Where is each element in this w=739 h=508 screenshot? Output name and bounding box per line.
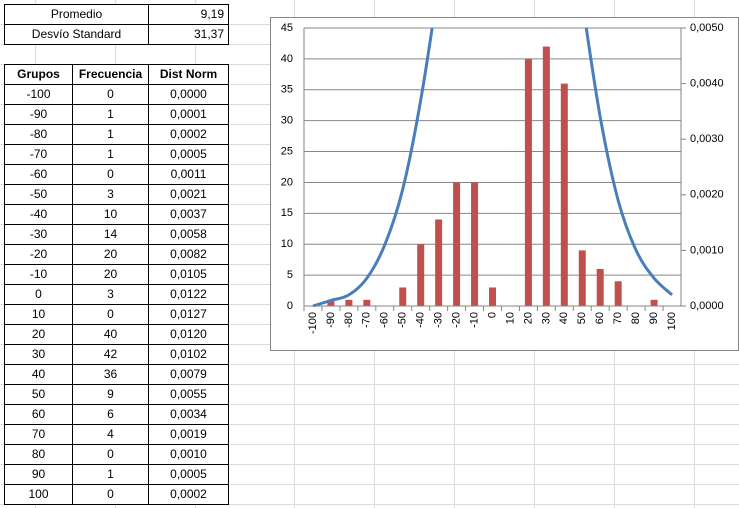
y-tick-label: 10	[281, 238, 293, 250]
group-cell: 70	[4, 424, 73, 445]
bar	[345, 299, 353, 306]
bar	[650, 299, 658, 306]
x-tick-label: 20	[522, 312, 534, 324]
y-tick-label: 35	[281, 84, 293, 96]
group-cell: 50	[4, 384, 73, 405]
x-tick-label: 10	[504, 312, 516, 324]
dist-cell: 0,0055	[148, 384, 229, 405]
x-tick-label: -10	[468, 312, 480, 328]
x-tick-label: 100	[666, 312, 678, 330]
bar	[614, 281, 622, 306]
chart-area	[270, 17, 739, 351]
dist-cell: 0,0037	[148, 204, 229, 225]
x-tick-label: -40	[415, 312, 427, 328]
frequency-cell: 0	[72, 484, 149, 505]
group-cell: -30	[4, 224, 73, 245]
y-tick-label: 30	[281, 115, 293, 127]
y2-tick-label: 0,0000	[690, 300, 724, 312]
x-tick-label: -90	[325, 312, 337, 328]
y-tick-label: 25	[281, 145, 293, 157]
y-tick-label: 20	[281, 176, 293, 188]
dist-cell: 0,0002	[148, 484, 229, 505]
line	[312, 28, 674, 307]
y2-tick-label: 0,0020	[690, 189, 724, 201]
x-tick-label: -20	[451, 312, 463, 328]
summary-label: Desvío Standard	[4, 24, 149, 45]
x-tick-label: -100	[307, 312, 319, 334]
y-tick-label: 40	[281, 53, 293, 65]
bar	[542, 46, 550, 307]
x-tick-label: 70	[612, 312, 624, 324]
y2-tick-label: 0,0030	[690, 133, 724, 145]
group-cell: 10	[4, 304, 73, 325]
y-tick-label: 0	[287, 300, 293, 312]
x-tick-label: 0	[486, 312, 498, 318]
bar	[471, 182, 479, 306]
x-tick-label: -30	[433, 312, 445, 328]
group-cell: 80	[4, 444, 73, 465]
x-tick-label: 90	[648, 312, 660, 324]
summary-value: 9,19	[148, 4, 229, 25]
bar	[489, 287, 496, 306]
bar	[435, 219, 443, 306]
bar	[560, 83, 568, 306]
dist-cell: 0,0002	[148, 124, 229, 145]
dist-cell: 0,0005	[148, 464, 229, 485]
y-tick-label: 15	[281, 207, 293, 219]
y2-tick-label: 0,0040	[690, 78, 724, 90]
dist-cell: 0,0011	[148, 164, 229, 185]
x-tick-label: -80	[343, 312, 355, 328]
bar	[327, 299, 335, 306]
dist-cell: 0,0019	[148, 424, 229, 445]
y-tick-label: 5	[287, 269, 293, 281]
x-tick-label: 60	[594, 312, 606, 324]
dist-cell: 0,0001	[148, 104, 229, 125]
dist-cell: 0,0005	[148, 144, 229, 165]
dist-cell: 0,0120	[148, 324, 229, 345]
x-tick-label: -70	[361, 312, 373, 328]
bar	[578, 250, 586, 306]
y-tick-label: 45	[281, 22, 293, 34]
bar	[399, 287, 407, 306]
y2-tick-label: 0,0010	[690, 244, 724, 256]
bar	[596, 268, 604, 306]
bar	[363, 299, 371, 306]
summary-value: 31,37	[148, 24, 229, 45]
x-tick-label: -50	[397, 312, 409, 328]
bar	[524, 58, 532, 307]
y2-tick-label: 0,0050	[690, 22, 724, 34]
x-tick-label: -60	[379, 312, 391, 328]
header: Frecuencia	[72, 64, 149, 85]
x-tick-label: 50	[576, 312, 588, 324]
x-tick-label: 80	[630, 312, 642, 324]
bar	[417, 244, 425, 306]
bar	[453, 182, 461, 306]
x-tick-label: 40	[558, 312, 570, 324]
x-tick-label: 30	[540, 312, 552, 324]
